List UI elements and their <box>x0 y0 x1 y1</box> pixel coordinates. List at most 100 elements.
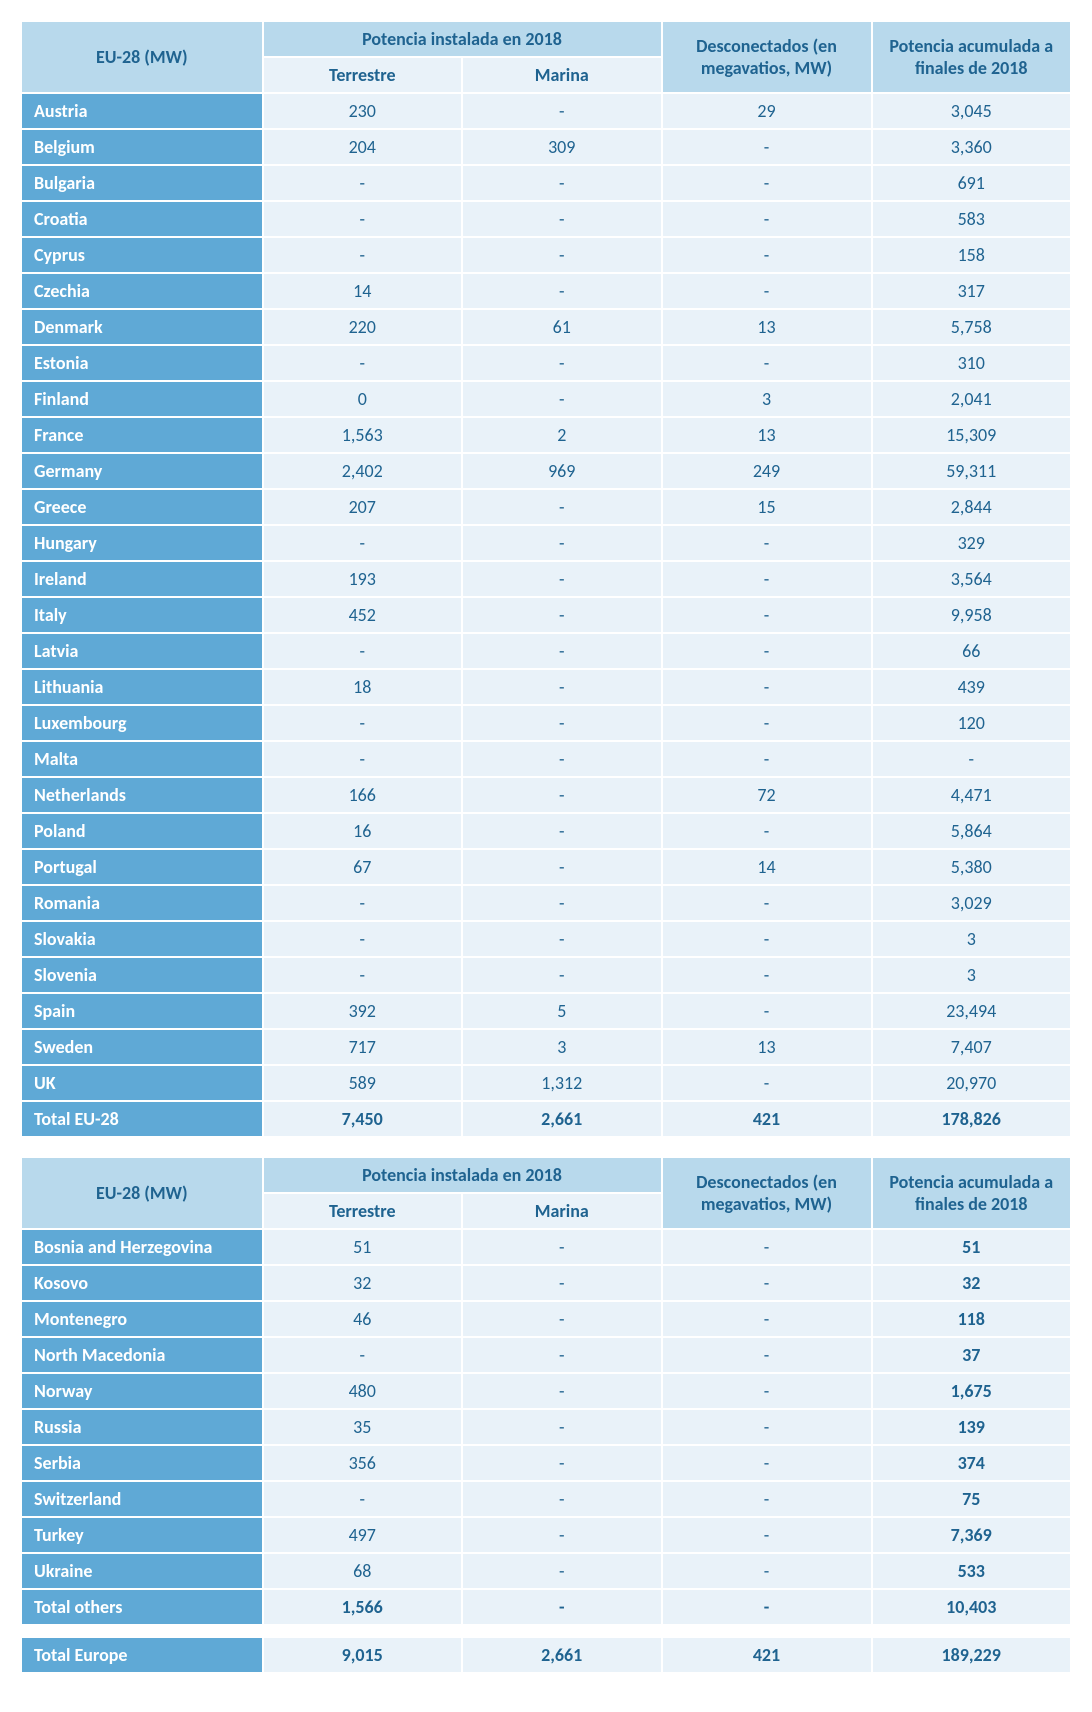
value-cell: 1,312 <box>462 1065 662 1101</box>
table-row: Ireland193--3,564 <box>21 561 1071 597</box>
country-cell: UK <box>21 1065 263 1101</box>
table-row: Germany2,40296924959,311 <box>21 453 1071 489</box>
value-cell: 421 <box>662 1637 872 1673</box>
table-row: North Macedonia---37 <box>21 1337 1071 1373</box>
value-cell: - <box>263 525 463 561</box>
value-cell: 3,029 <box>872 885 1072 921</box>
value-cell: - <box>263 1481 463 1517</box>
table-row: Switzerland---75 <box>21 1481 1071 1517</box>
value-cell: - <box>462 633 662 669</box>
value-cell: 51 <box>872 1229 1072 1265</box>
value-cell: - <box>462 849 662 885</box>
value-cell: - <box>462 957 662 993</box>
value-cell: - <box>462 1373 662 1409</box>
value-cell: - <box>462 741 662 777</box>
value-cell: - <box>662 525 872 561</box>
value-cell: 14 <box>263 273 463 309</box>
table-row: Montenegro46--118 <box>21 1301 1071 1337</box>
table-row: Turkey497--7,369 <box>21 1517 1071 1553</box>
header-disconnected: Desconectados (en megavatios, MW) <box>662 21 872 93</box>
table-row: Finland0-32,041 <box>21 381 1071 417</box>
value-cell: 2,402 <box>263 453 463 489</box>
value-cell: - <box>263 201 463 237</box>
value-cell: - <box>462 345 662 381</box>
value-cell: 2,661 <box>462 1101 662 1137</box>
header-row-1: EU-28 (MW) Potencia instalada en 2018 De… <box>21 21 1071 57</box>
country-cell: Total others <box>21 1589 263 1625</box>
value-cell: 421 <box>662 1101 872 1137</box>
country-cell: Poland <box>21 813 263 849</box>
eu28-table: EU-28 (MW) Potencia instalada en 2018 De… <box>20 20 1072 1138</box>
table-row: Serbia356--374 <box>21 1445 1071 1481</box>
value-cell: 3 <box>872 921 1072 957</box>
value-cell: 392 <box>263 993 463 1029</box>
country-cell: North Macedonia <box>21 1337 263 1373</box>
table-row: Belgium204309-3,360 <box>21 129 1071 165</box>
value-cell: - <box>462 1589 662 1625</box>
country-cell: Norway <box>21 1373 263 1409</box>
header-row-1: EU-28 (MW) Potencia instalada en 2018 De… <box>21 1157 1071 1193</box>
value-cell: 3,045 <box>872 93 1072 129</box>
value-cell: 5,758 <box>872 309 1072 345</box>
value-cell: - <box>462 1445 662 1481</box>
table-row: Estonia---310 <box>21 345 1071 381</box>
value-cell: - <box>462 669 662 705</box>
header-installed: Potencia instalada en 2018 <box>263 21 662 57</box>
country-cell: Austria <box>21 93 263 129</box>
country-cell: Spain <box>21 993 263 1029</box>
value-cell: 118 <box>872 1301 1072 1337</box>
value-cell: - <box>662 345 872 381</box>
value-cell: 2,661 <box>462 1637 662 1673</box>
value-cell: 10,403 <box>872 1589 1072 1625</box>
value-cell: 452 <box>263 597 463 633</box>
value-cell: - <box>462 1481 662 1517</box>
value-cell: - <box>662 1229 872 1265</box>
header-installed: Potencia instalada en 2018 <box>263 1157 662 1193</box>
header-terrestre: Terrestre <box>263 1193 463 1229</box>
value-cell: - <box>462 1409 662 1445</box>
value-cell: 35 <box>263 1409 463 1445</box>
value-cell: 61 <box>462 309 662 345</box>
value-cell: - <box>872 741 1072 777</box>
country-cell: Luxembourg <box>21 705 263 741</box>
value-cell: 3 <box>662 381 872 417</box>
value-cell: 166 <box>263 777 463 813</box>
value-cell: - <box>462 1517 662 1553</box>
value-cell: 497 <box>263 1517 463 1553</box>
value-cell: 249 <box>662 453 872 489</box>
country-cell: Total EU-28 <box>21 1101 263 1137</box>
value-cell: - <box>662 993 872 1029</box>
value-cell: 32 <box>263 1265 463 1301</box>
value-cell: - <box>462 1337 662 1373</box>
value-cell: 9,958 <box>872 597 1072 633</box>
table-row: Croatia---583 <box>21 201 1071 237</box>
value-cell: - <box>462 381 662 417</box>
value-cell: - <box>662 273 872 309</box>
country-cell: Croatia <box>21 201 263 237</box>
value-cell: - <box>662 957 872 993</box>
table-row: Cyprus---158 <box>21 237 1071 273</box>
country-cell: Estonia <box>21 345 263 381</box>
country-cell: Germany <box>21 453 263 489</box>
value-cell: - <box>462 561 662 597</box>
value-cell: 51 <box>263 1229 463 1265</box>
value-cell: 29 <box>662 93 872 129</box>
country-cell: Hungary <box>21 525 263 561</box>
value-cell: - <box>662 1065 872 1101</box>
table-row: Slovakia---3 <box>21 921 1071 957</box>
table-row: Slovenia---3 <box>21 957 1071 993</box>
value-cell: 4,471 <box>872 777 1072 813</box>
value-cell: - <box>662 921 872 957</box>
country-cell: Ukraine <box>21 1553 263 1589</box>
table-row: Ukraine68--533 <box>21 1553 1071 1589</box>
value-cell: 204 <box>263 129 463 165</box>
value-cell: - <box>462 597 662 633</box>
table-row: Italy452--9,958 <box>21 597 1071 633</box>
value-cell: - <box>462 921 662 957</box>
value-cell: - <box>462 1553 662 1589</box>
value-cell: 1,566 <box>263 1589 463 1625</box>
country-cell: Switzerland <box>21 1481 263 1517</box>
value-cell: - <box>662 1337 872 1373</box>
value-cell: 68 <box>263 1553 463 1589</box>
value-cell: 207 <box>263 489 463 525</box>
